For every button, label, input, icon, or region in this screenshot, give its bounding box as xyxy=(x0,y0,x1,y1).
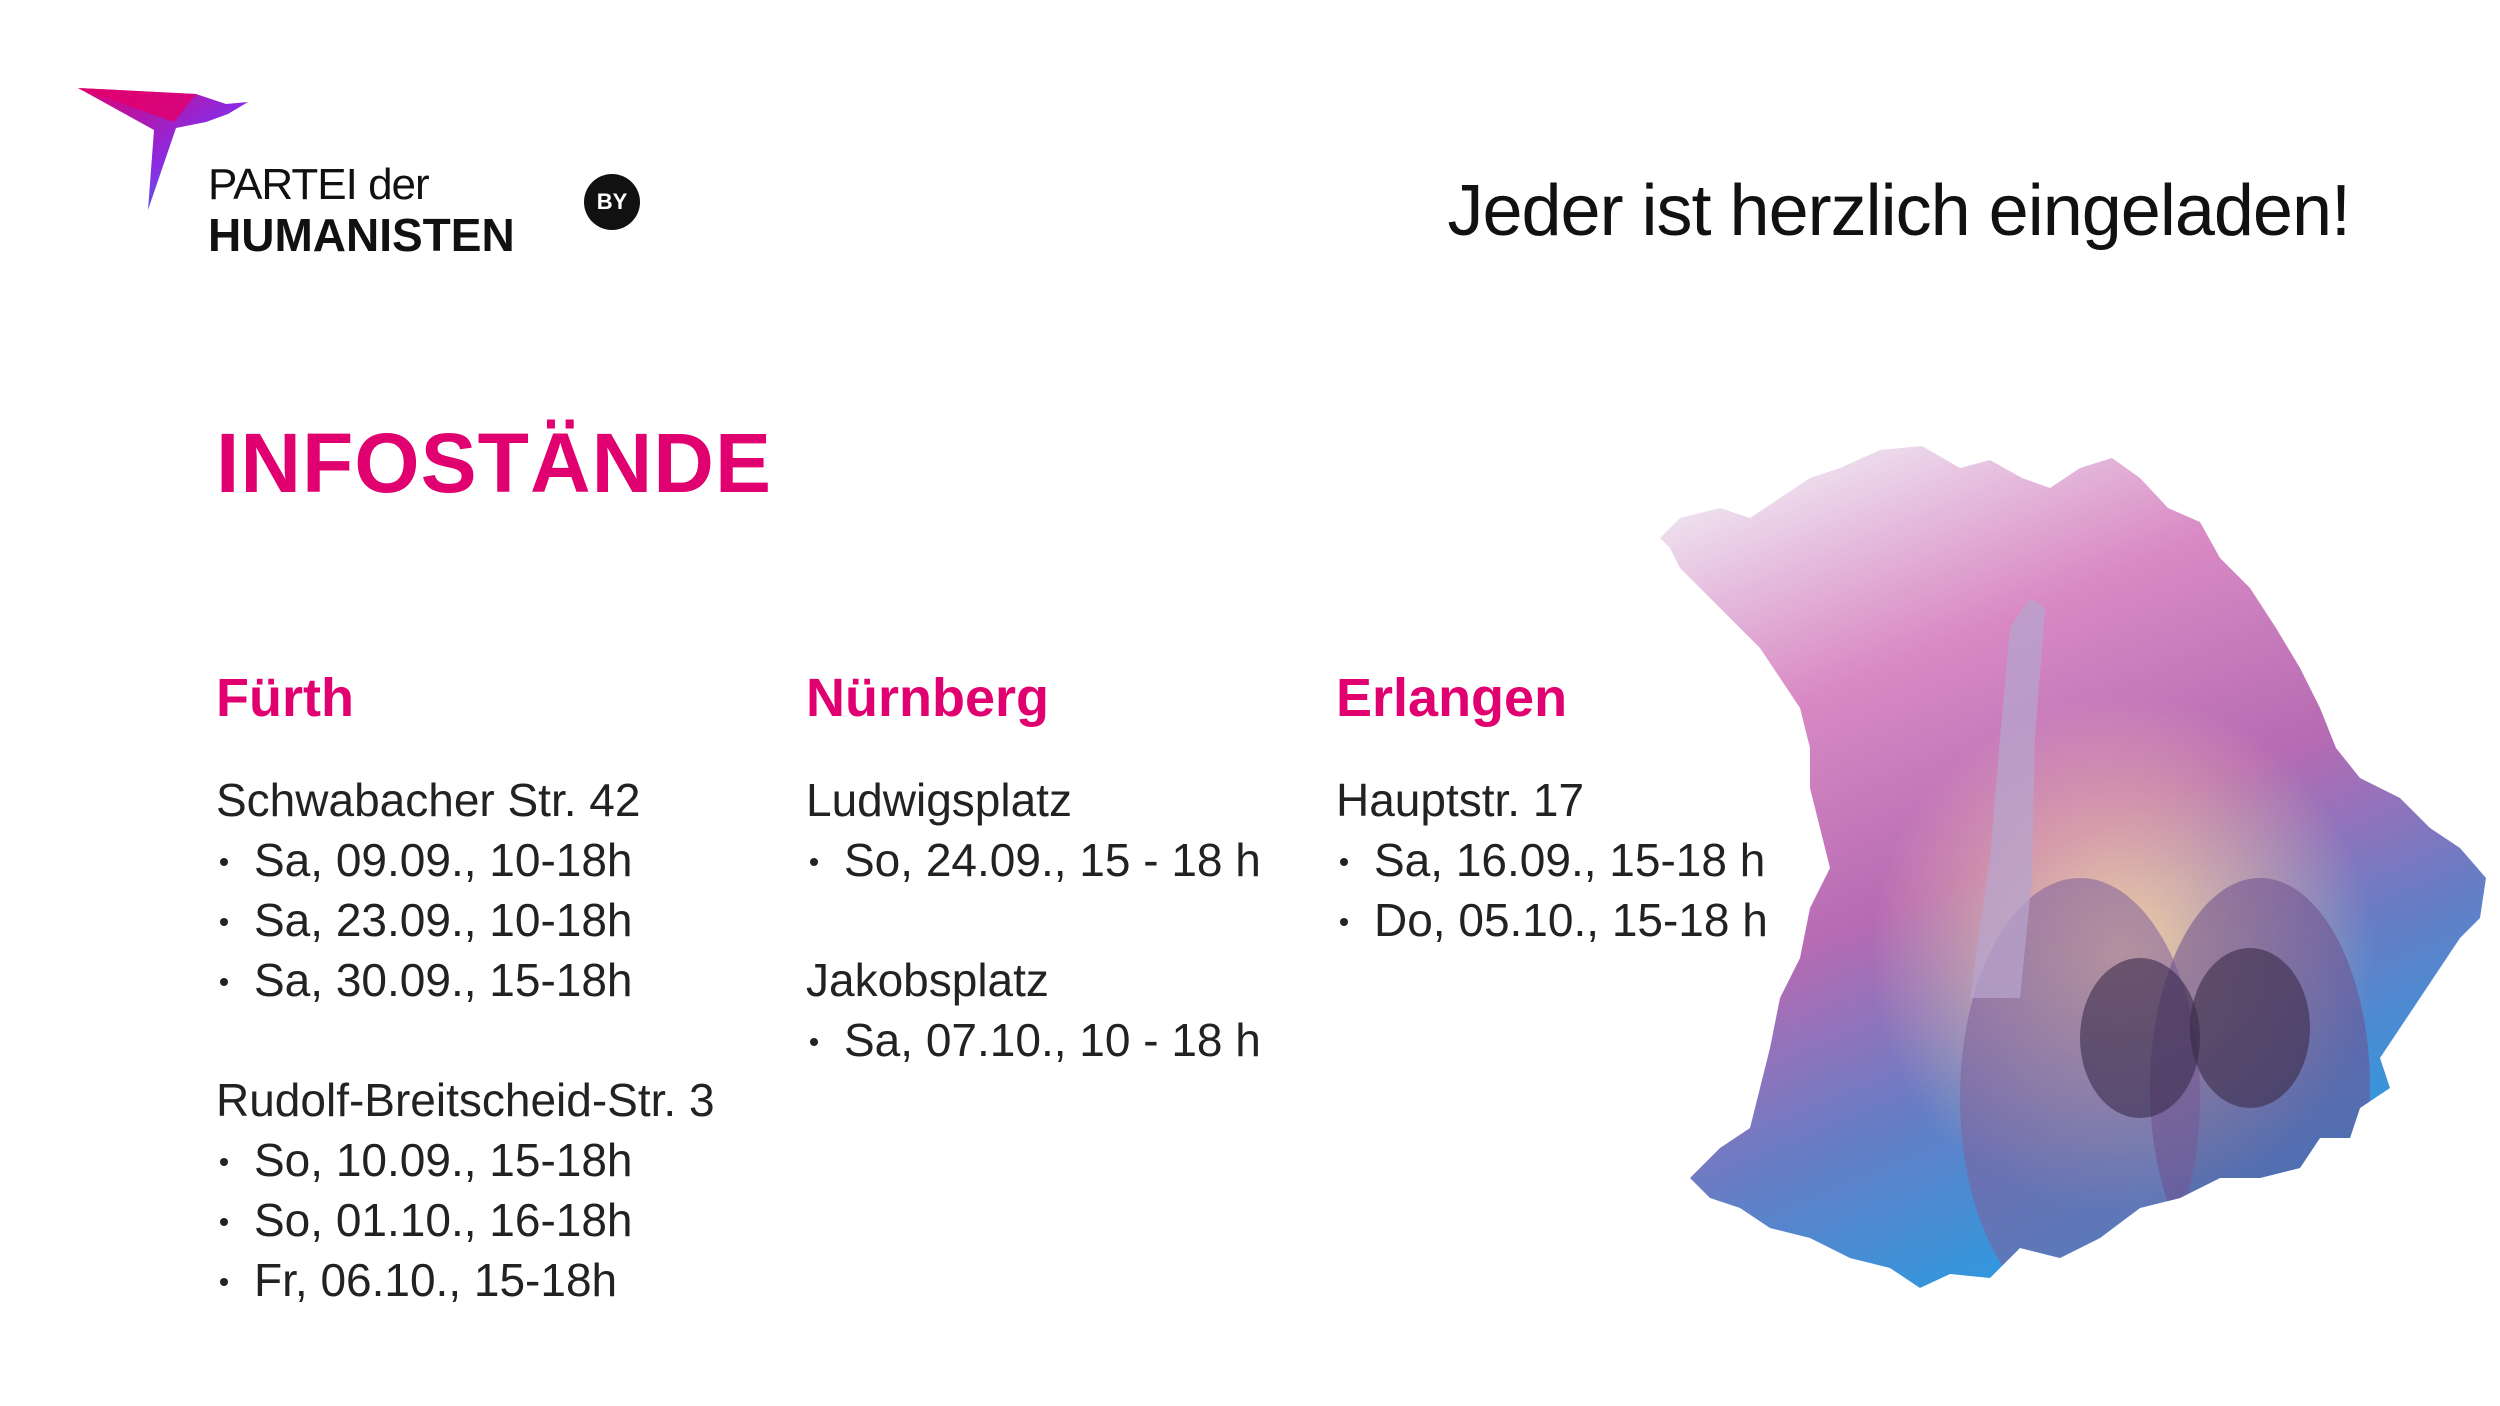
region-badge: BY xyxy=(584,174,640,230)
date-item: Sa, 30.09., 15-18h xyxy=(216,950,776,1010)
location-address: Schwabacher Str. 42 xyxy=(216,774,641,826)
location-address: Jakobsplatz xyxy=(806,954,1049,1006)
city-heading: Nürnberg xyxy=(806,668,1049,728)
date-item: So, 01.10., 16-18h xyxy=(216,1190,776,1250)
logo-text-line2: HUMANISTEN xyxy=(208,209,515,261)
city-column-erlangen: Erlangen Hauptstr. 17 Sa, 16.09., 15-18 … xyxy=(1336,668,1776,1010)
location-address: Hauptstr. 17 xyxy=(1336,774,1585,826)
tagline: Jeder ist herzlich eingeladen! xyxy=(1447,171,2351,251)
city-column-nuernberg: Nürnberg Ludwigsplatz So, 24.09., 15 - 1… xyxy=(806,668,1306,1130)
hummingbird-logo-icon xyxy=(78,88,248,210)
city-heading: Fürth xyxy=(216,668,354,728)
bavaria-map-image xyxy=(1660,446,2486,1288)
date-list: So, 24.09., 15 - 18 h xyxy=(806,830,1306,890)
date-item: Do, 05.10., 15-18 h xyxy=(1336,890,1776,950)
location-address: Rudolf-Breitscheid-Str. 3 xyxy=(216,1074,715,1126)
date-list: Sa, 09.09., 10-18h Sa, 23.09., 10-18h Sa… xyxy=(216,830,776,1010)
city-column-fuerth: Fürth Schwabacher Str. 42 Sa, 09.09., 10… xyxy=(216,668,776,1370)
date-list: Sa, 16.09., 15-18 h Do, 05.10., 15-18 h xyxy=(1336,830,1776,950)
date-item: Fr, 06.10., 15-18h xyxy=(216,1250,776,1310)
date-item: Sa, 07.10., 10 - 18 h xyxy=(806,1010,1306,1070)
logo-text-line1: PARTEI der xyxy=(208,160,430,209)
date-item: So, 24.09., 15 - 18 h xyxy=(806,830,1306,890)
location-address: Ludwigsplatz xyxy=(806,774,1072,826)
city-heading: Erlangen xyxy=(1336,668,1568,728)
date-list: So, 10.09., 15-18h So, 01.10., 16-18h Fr… xyxy=(216,1130,776,1310)
date-item: Sa, 23.09., 10-18h xyxy=(216,890,776,950)
party-logo: PARTEI der HUMANISTEN BY xyxy=(76,82,656,272)
date-item: So, 10.09., 15-18h xyxy=(216,1130,776,1190)
page-title: INFOSTÄNDE xyxy=(216,416,772,510)
date-item: Sa, 09.09., 10-18h xyxy=(216,830,776,890)
date-list: Sa, 07.10., 10 - 18 h xyxy=(806,1010,1306,1070)
date-item: Sa, 16.09., 15-18 h xyxy=(1336,830,1776,890)
